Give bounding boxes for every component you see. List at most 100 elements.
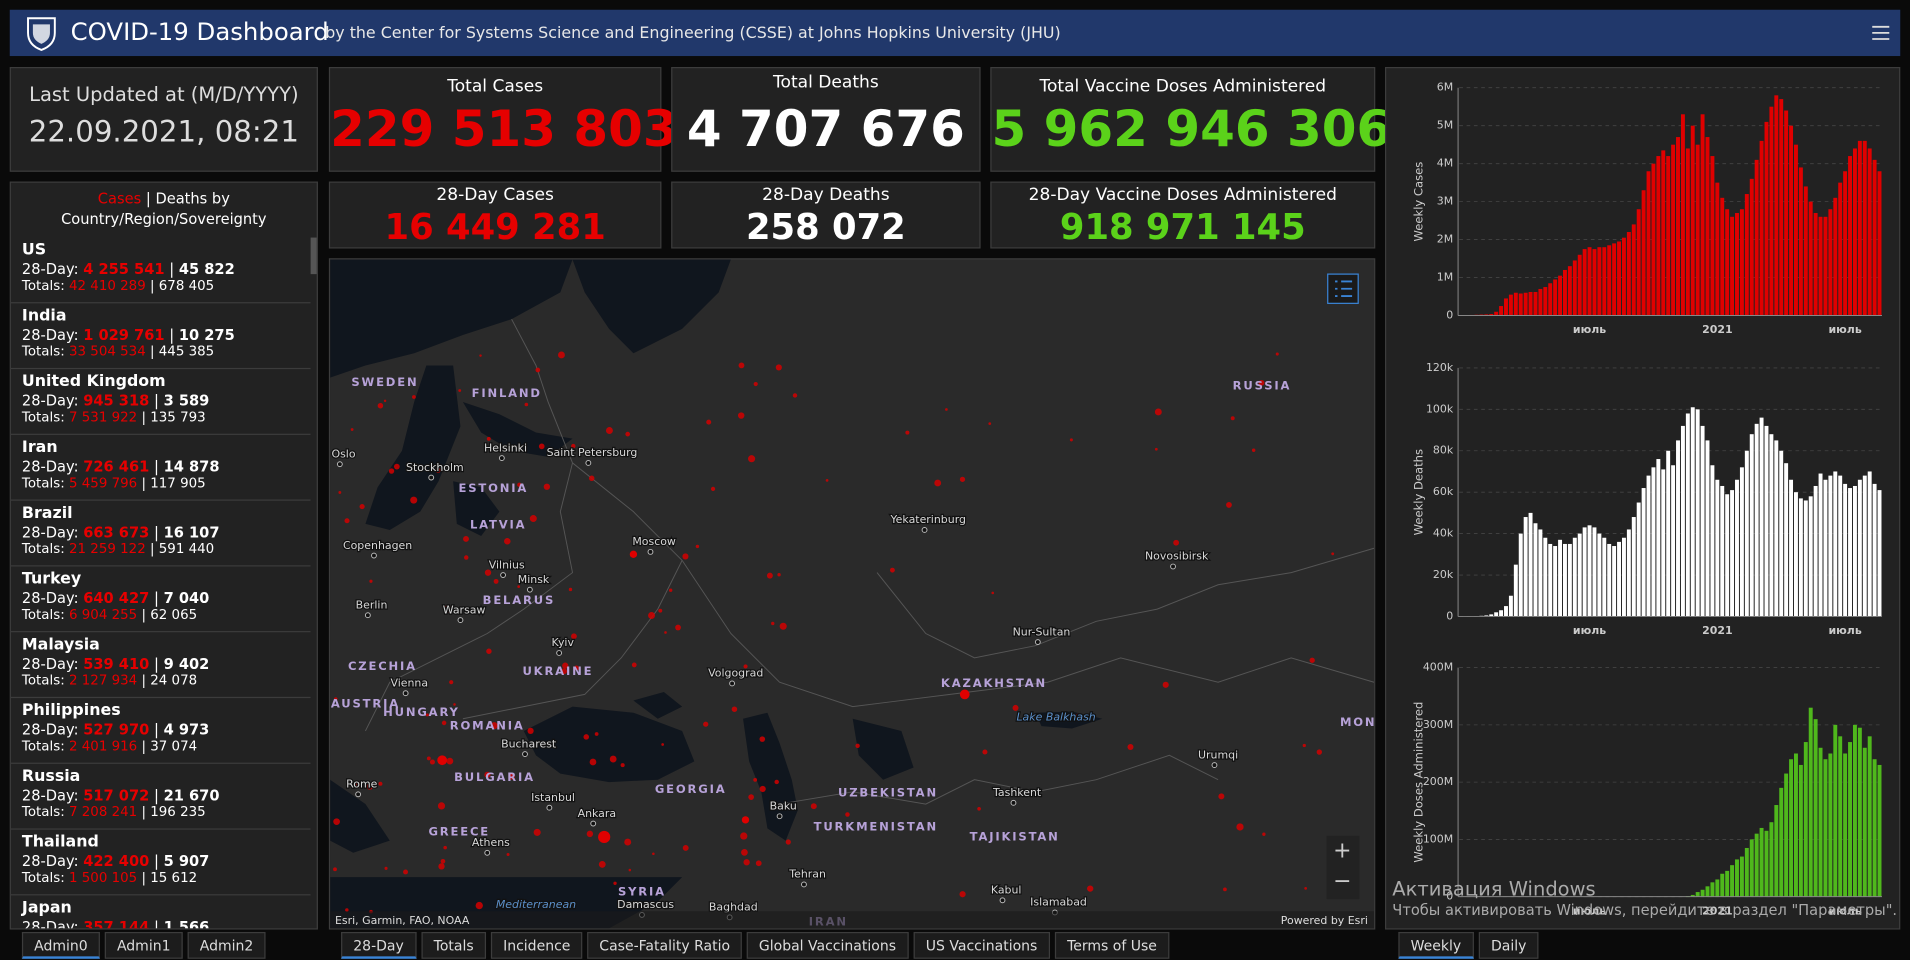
country-name: Thailand — [21, 833, 99, 852]
bar — [1548, 543, 1553, 617]
totals-prefix: Totals: — [21, 409, 65, 426]
country-label: ESTONIA — [459, 481, 529, 495]
totals-line: Totals: 1 500 105 | 15 612 — [22, 870, 311, 888]
zoom-in[interactable]: + — [1333, 839, 1351, 864]
day28-value: 918 971 145 — [1059, 205, 1306, 248]
cases-28: 4 255 541 — [83, 260, 165, 278]
map-dot — [384, 866, 388, 870]
x-tick-label: 2021 — [1702, 323, 1732, 336]
country-item[interactable]: India 28-Day: 1 029 761 | 10 275 Totals: 3… — [10, 303, 311, 370]
zoom-out[interactable]: − — [1333, 869, 1351, 894]
bar — [1789, 479, 1794, 617]
map[interactable]: SWEDEN FINLAND RUSSIA Oslo Helsinki Saint Pet… — [330, 259, 1375, 929]
country-item[interactable]: Iran 28-Day: 726 461 | 14 878 Totals: 5 45… — [10, 435, 311, 501]
bar — [1769, 434, 1774, 617]
bar — [1784, 773, 1789, 897]
separator: | — [141, 409, 146, 426]
country-item[interactable]: Philippines 28-Day: 527 970 | 4 973 Totals… — [10, 698, 311, 764]
map-dot — [740, 832, 748, 840]
zoom-controls — [1326, 835, 1360, 900]
menu-button[interactable] — [1871, 23, 1890, 42]
totals-prefix: Totals: — [21, 343, 65, 360]
tab[interactable]: Weekly — [1398, 931, 1474, 959]
y-tick-label: 0 — [1446, 609, 1453, 622]
y-axis-label: Weekly Deaths — [1412, 449, 1426, 535]
map-dot — [675, 624, 681, 631]
scrollbar[interactable] — [310, 237, 317, 275]
map-dot — [748, 794, 754, 800]
map-dots — [333, 351, 1335, 914]
city-dot — [402, 690, 409, 697]
tab[interactable]: Admin2 — [187, 931, 266, 959]
y-tick-label: 0 — [1446, 309, 1453, 322]
tab[interactable]: Totals — [421, 931, 486, 959]
city-label: Copenhagen — [343, 539, 412, 552]
city-dot — [522, 751, 528, 758]
tab[interactable]: Daily — [1478, 931, 1539, 959]
map-dot — [755, 860, 762, 867]
map-dot — [1218, 793, 1225, 800]
tab[interactable]: Admin0 — [21, 931, 100, 959]
bar — [1636, 209, 1641, 316]
country-item[interactable]: Turkey 28-Day: 640 427 | 7 040 Totals: 6 9… — [10, 566, 311, 633]
bar — [1857, 479, 1862, 617]
bar — [1813, 719, 1818, 897]
country-item[interactable]: Japan 28-Day: 357 144 | 1 566 — [11, 895, 311, 929]
separator: | — [141, 672, 146, 689]
map-dot — [359, 503, 365, 510]
country-label: LATVIA — [470, 518, 526, 532]
map-dot — [535, 367, 541, 373]
bar — [1715, 182, 1720, 316]
country-item[interactable]: Russia 28-Day: 517 072 | 21 670 Totals: 7 … — [10, 764, 311, 830]
bar — [1582, 527, 1587, 617]
country-item[interactable]: Thailand 28-Day: 422 400 | 5 907 Totals: 1… — [10, 830, 311, 896]
tab[interactable]: 28-Day — [341, 931, 416, 959]
map-dot — [664, 631, 667, 634]
country-item[interactable]: Brazil 28-Day: 663 673 | 16 107 Totals: 21… — [10, 501, 311, 567]
country-item[interactable]: US 28-Day: 4 255 541 | 45 822 Totals: 42 4… — [10, 238, 311, 304]
city-label: Tehran — [788, 868, 826, 881]
watermark-title: Активация Windows — [1392, 877, 1596, 901]
x-tick-label: июль — [1573, 624, 1606, 637]
bar — [1749, 434, 1754, 617]
bar — [1558, 275, 1563, 316]
map-dot — [589, 758, 597, 766]
bar — [1587, 525, 1592, 617]
map-dot — [738, 362, 745, 369]
map-dot — [586, 830, 594, 838]
tab[interactable]: Admin1 — [104, 931, 183, 959]
city-label: Yekaterinburg — [889, 513, 966, 526]
map-dot — [785, 839, 791, 845]
y-axis-label: Weekly Cases — [1412, 162, 1426, 242]
map-dot — [475, 901, 483, 910]
map-dot — [658, 608, 663, 613]
bar — [1484, 314, 1489, 316]
city-label: Minsk — [518, 573, 550, 586]
day-prefix: 28-Day: — [21, 391, 79, 409]
map-dot — [682, 553, 689, 560]
totals-prefix: Totals: — [21, 869, 65, 886]
tab[interactable]: Case-Fatality Ratio — [587, 931, 743, 959]
charts: 0 1M 2M 3M 4M 5M 6M Weekly Cases июль 2021 июль 0 20… — [1412, 81, 1882, 917]
day28-line: 28-Day: 945 318 | 3 589 — [22, 392, 311, 410]
tab[interactable]: Global Vaccinations — [746, 931, 909, 959]
bar — [1798, 764, 1803, 897]
map-dot — [759, 785, 766, 793]
country-item[interactable]: United Kingdom 28-Day: 945 318 | 3 589 Tot… — [10, 369, 311, 435]
bar — [1646, 475, 1651, 617]
tab[interactable]: US Vaccinations — [913, 931, 1050, 959]
tab[interactable]: Terms of Use — [1054, 931, 1170, 959]
deaths-28: 7 040 — [163, 589, 210, 607]
bar — [1739, 209, 1744, 316]
bar — [1671, 144, 1676, 316]
bar — [1808, 496, 1813, 617]
country-item[interactable]: Malaysia 28-Day: 539 410 | 9 402 Totals: 2… — [10, 632, 311, 699]
bar — [1617, 541, 1621, 617]
title: COVID-19 Dashboard — [70, 17, 329, 47]
day28-line: 28-Day: 726 461 | 14 878 — [22, 457, 311, 475]
city-label: Damascus — [617, 898, 674, 911]
bar — [1833, 724, 1838, 897]
map-dot — [484, 569, 492, 576]
map-dot — [517, 482, 522, 488]
tab[interactable]: Incidence — [490, 931, 583, 959]
